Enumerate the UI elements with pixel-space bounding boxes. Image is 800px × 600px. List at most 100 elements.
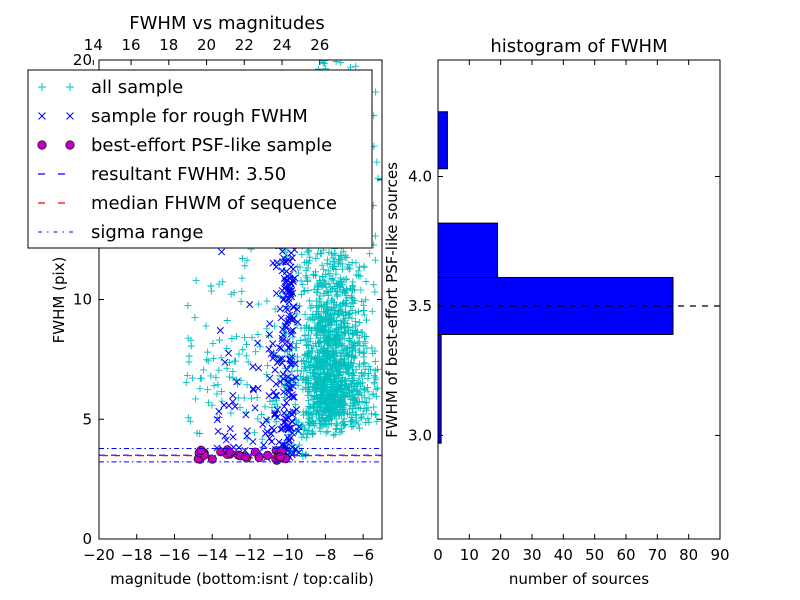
all-sample-point <box>336 274 344 282</box>
all-sample-point <box>324 348 332 356</box>
all-sample-point <box>306 304 314 312</box>
all-sample-point <box>319 358 327 366</box>
all-sample-point <box>308 413 316 421</box>
all-sample-point <box>291 401 299 409</box>
all-sample-point <box>352 271 360 279</box>
all-sample-point <box>272 418 280 426</box>
all-sample-point <box>330 392 338 400</box>
hist-x-tick-label: 90 <box>710 546 729 564</box>
rough-sample-point <box>269 340 277 348</box>
all-sample-point <box>316 337 324 345</box>
all-sample-point <box>336 402 344 410</box>
all-sample-point <box>373 365 381 373</box>
all-sample-point <box>254 415 262 423</box>
rough-sample-point <box>263 428 271 436</box>
all-sample-point <box>351 297 359 305</box>
all-sample-point <box>302 426 310 434</box>
rough-sample-point <box>222 436 230 444</box>
all-sample-point <box>323 373 331 381</box>
all-sample-point <box>229 374 237 382</box>
scatter-xlabel: magnitude (bottom:isnt / top:calib) <box>110 570 374 588</box>
all-sample-point <box>312 255 320 263</box>
all-sample-point <box>360 263 368 271</box>
all-sample-point <box>301 310 309 318</box>
x-tick-label: −14 <box>196 546 228 564</box>
all-sample-point <box>297 277 305 285</box>
y-tick-label: 10 <box>73 291 92 309</box>
all-sample-point <box>365 370 373 378</box>
rough-sample-point <box>273 359 281 367</box>
all-sample-point <box>332 279 340 287</box>
all-sample-point <box>342 350 350 358</box>
rough-sample-point <box>286 340 294 349</box>
all-sample-point <box>184 414 192 422</box>
all-sample-point <box>357 414 365 422</box>
all-sample-point <box>298 251 306 259</box>
rough-sample-point <box>275 344 283 352</box>
all-sample-point <box>312 303 320 311</box>
rough-sample-point <box>281 322 289 330</box>
all-sample-point <box>356 404 364 412</box>
all-sample-point <box>319 344 327 352</box>
all-sample-point <box>312 385 320 393</box>
all-sample-point <box>204 357 212 365</box>
all-sample-point <box>207 372 215 380</box>
all-sample-point <box>243 381 251 389</box>
all-sample-point <box>312 363 320 371</box>
all-sample-point <box>343 410 351 418</box>
all-sample-point <box>345 375 353 383</box>
all-sample-point <box>237 298 245 306</box>
all-sample-point <box>317 391 325 399</box>
all-sample-point <box>316 416 324 424</box>
all-sample-point <box>332 425 340 433</box>
all-sample-point <box>358 298 366 306</box>
all-sample-point <box>320 370 328 378</box>
all-sample-point <box>359 410 367 418</box>
all-sample-point <box>313 288 321 296</box>
all-sample-point <box>223 365 231 373</box>
hist-x-tick-label: 30 <box>522 546 541 564</box>
all-sample-point <box>297 291 305 299</box>
all-sample-point <box>314 283 322 291</box>
rough-sample-point <box>242 411 250 419</box>
all-sample-point <box>336 429 344 437</box>
all-sample-point <box>182 379 190 387</box>
top-tick-label: 26 <box>310 36 329 54</box>
all-sample-point <box>370 403 378 411</box>
all-sample-point <box>218 387 226 395</box>
rough-sample-point <box>279 331 287 339</box>
all-sample-point <box>371 410 379 418</box>
rough-sample-point <box>270 426 278 434</box>
all-sample-point <box>355 347 363 355</box>
all-sample-point <box>303 358 311 366</box>
histogram-bar <box>438 111 448 170</box>
all-sample-point <box>336 359 344 367</box>
legend-marker <box>66 83 74 91</box>
all-sample-point <box>320 355 328 363</box>
rough-sample-point <box>276 378 285 386</box>
all-sample-point <box>183 372 191 380</box>
all-sample-point <box>349 287 357 295</box>
legend-entry: best-effort PSF-like sample <box>37 135 332 156</box>
all-sample-point <box>331 262 339 270</box>
all-sample-point <box>352 394 360 402</box>
rough-sample-point <box>280 403 288 411</box>
legend-label: median FHWM of sequence <box>91 193 337 214</box>
rough-sample-point <box>285 388 293 396</box>
all-sample-point <box>373 158 381 166</box>
all-sample-point <box>333 406 341 414</box>
all-sample-point <box>188 374 196 382</box>
all-sample-point <box>338 388 346 396</box>
all-sample-point <box>226 359 234 367</box>
all-sample-point <box>340 421 348 429</box>
all-sample-point <box>320 60 328 67</box>
all-sample-point <box>335 302 343 310</box>
all-sample-point <box>338 252 346 260</box>
all-sample-point <box>361 365 369 373</box>
all-sample-point <box>314 250 322 258</box>
all-sample-point <box>372 411 380 419</box>
rough-sample-point <box>285 298 293 306</box>
all-sample-point <box>346 405 354 413</box>
legend-label: resultant FWHM: 3.50 <box>91 164 286 185</box>
